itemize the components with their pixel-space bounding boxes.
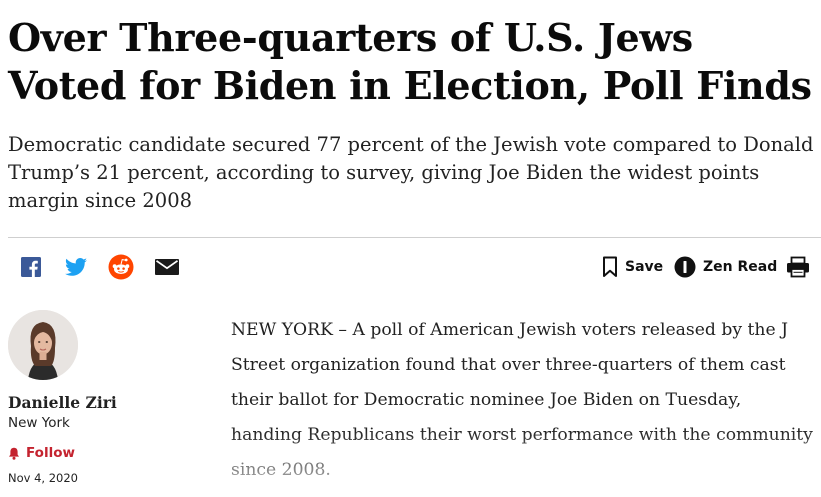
zen-read-label: Zen Read xyxy=(703,259,778,275)
publish-date: Nov 4, 2020 xyxy=(8,471,78,485)
zen-read-icon xyxy=(674,256,696,278)
divider xyxy=(8,237,821,238)
article-subheadline: Democratic candidate secured 77 percent … xyxy=(8,133,814,212)
author-avatar[interactable] xyxy=(8,310,78,380)
save-button[interactable]: Save xyxy=(602,255,663,279)
reddit-icon xyxy=(108,254,134,280)
bell-icon xyxy=(9,447,19,460)
follow-label: Follow xyxy=(26,445,75,461)
email-share-button[interactable] xyxy=(154,254,180,280)
reddit-share-button[interactable] xyxy=(108,254,134,280)
twitter-share-button[interactable] xyxy=(63,254,89,280)
article-body: NEW YORK – A poll of American Jewish vot… xyxy=(231,320,813,480)
facebook-share-button[interactable] xyxy=(18,254,44,280)
author-photo xyxy=(8,310,78,380)
author-location: New York xyxy=(8,415,70,431)
print-button[interactable] xyxy=(786,255,810,279)
facebook-icon xyxy=(21,257,41,277)
email-icon xyxy=(155,259,179,275)
zen-read-button[interactable]: Zen Read xyxy=(674,255,777,279)
printer-icon xyxy=(787,256,809,278)
bookmark-icon xyxy=(603,256,617,277)
follow-button[interactable]: Follow xyxy=(8,443,75,463)
author-name[interactable]: Danielle Ziri xyxy=(8,393,117,412)
save-label: Save xyxy=(625,259,664,275)
article-headline: Over Three-quarters of U.S. Jews Voted f… xyxy=(8,15,812,108)
twitter-icon xyxy=(65,258,87,276)
